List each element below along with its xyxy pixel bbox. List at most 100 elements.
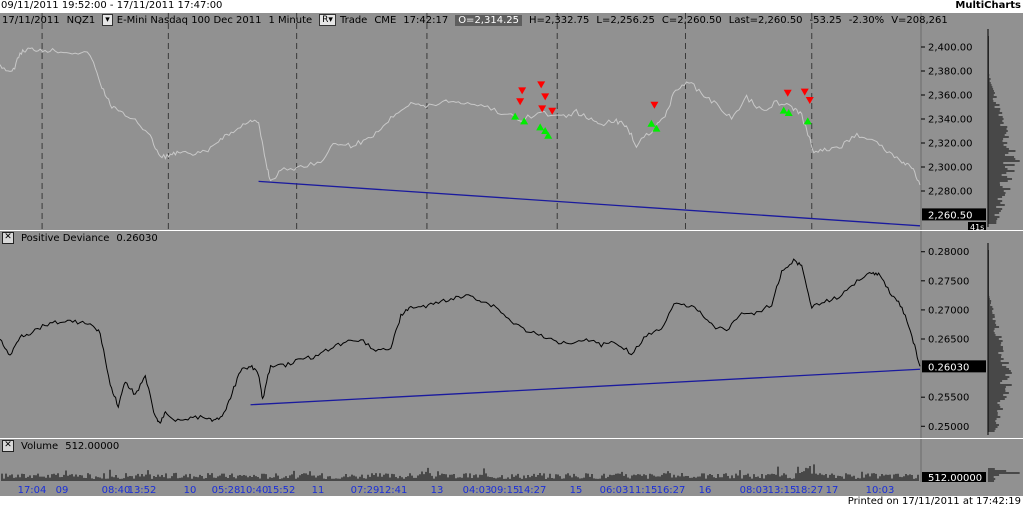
series-line (0, 258, 921, 424)
time-tick-label: 14:27 (518, 485, 547, 496)
time-tick-label: 18:27 (795, 485, 824, 496)
buy-signal-marker (536, 123, 545, 131)
date-range: 09/11/2011 19:52:00 - 17/11/2011 17:47:0… (1, 0, 223, 11)
time-tick-label: 10 (184, 485, 197, 496)
volume-value: 512.00000 (65, 440, 120, 452)
time-tick-label: 05:28 (212, 485, 241, 496)
header-interval: 1 Minute (268, 14, 313, 26)
time-tick-label: 08:03 (740, 485, 769, 496)
y-tick-label: 2,300.00 (928, 163, 973, 174)
buy-signal-marker (779, 106, 788, 114)
time-tick-label: 11 (312, 485, 325, 496)
time-tick-label: 04:03 (463, 485, 492, 496)
close-icon[interactable]: ✕ (2, 440, 14, 452)
header-last: Last=2,260.50 (728, 14, 803, 26)
volume-header: ✕ Volume 512.00000 (2, 440, 126, 452)
y-tick-label: 0.27000 (928, 305, 969, 316)
header-description: E-Mini Nasdaq 100 Dec 2011 (116, 14, 262, 26)
buy-signal-marker (541, 127, 550, 134)
deviance-value: 0.26030 (116, 232, 158, 244)
printed-footer: Printed on 17/11/2011 at 17:42:19 (847, 496, 1021, 507)
header-change: -53.25 (809, 14, 842, 26)
last-value-label: 512.00000 (928, 473, 982, 482)
header-change-pct: -2.30% (848, 14, 885, 26)
time-tick-label: 10:03 (866, 485, 895, 496)
price-pane[interactable]: 2,400.00 2,380.00 2,360.00 2,340.00 2,320.00… (0, 13, 1023, 230)
interval-menu-button[interactable]: R▾ (319, 14, 336, 26)
volume-name: Volume (21, 440, 59, 452)
time-tick-label: 12:41 (379, 485, 408, 496)
deviance-chart[interactable]: 0.28000 0.27500 0.27000 0.26500 0.25500 0.250… (0, 231, 1023, 438)
header-volume: V=208,261 (891, 14, 948, 26)
time-tick-label: 13:52 (128, 485, 157, 496)
time-tick-label: 15 (570, 485, 583, 496)
sell-signal-marker (516, 98, 525, 106)
header-time: 17:42:17 (403, 14, 449, 26)
last-value-label: 2,260.50 (928, 210, 973, 221)
buy-signal-marker (544, 131, 553, 139)
side-badge (968, 222, 986, 230)
sell-signal-marker (548, 107, 557, 115)
last-value-tag (922, 208, 986, 221)
buy-signal-marker (647, 119, 656, 127)
y-tick-label: 0.25000 (928, 422, 969, 433)
y-tick-label: 2,380.00 (928, 67, 973, 78)
trendline (258, 180, 921, 227)
y-tick-label: 0.26500 (928, 335, 969, 346)
y-tick-label: 2,340.00 (928, 115, 973, 126)
header-high: H=2,332.75 (528, 14, 590, 26)
pane-divider[interactable] (0, 230, 1023, 231)
buy-signal-marker (803, 117, 812, 125)
deviance-pane[interactable]: 0.28000 0.27500 0.27000 0.26500 0.25500 0.250… (0, 231, 1023, 438)
sell-signal-marker (783, 89, 792, 97)
time-tick-label: 13:15 (768, 485, 797, 496)
buy-signal-marker (520, 117, 529, 125)
time-tick-label: 16:27 (657, 485, 686, 496)
time-tick-label: 09:15 (491, 485, 520, 496)
y-tick-label: 2,280.00 (928, 187, 973, 198)
last-value-label: 0.26030 (928, 362, 969, 373)
y-tick-label: 2,360.00 (928, 91, 973, 102)
sell-signal-marker (537, 81, 546, 89)
header-open: O=2,314.25 (455, 14, 522, 26)
header-symbol: NQZ1 (66, 14, 96, 26)
sell-signal-marker (541, 93, 550, 101)
deviance-name: Positive Deviance (21, 232, 110, 244)
volume-chart[interactable]: 512.00000 (0, 439, 1023, 482)
last-value-tag (922, 360, 986, 373)
price-chart[interactable]: 2,400.00 2,380.00 2,360.00 2,340.00 2,320.00… (0, 13, 1023, 230)
time-tick-label: 11:15 (629, 485, 658, 496)
y-tick-label: 0.27500 (928, 276, 969, 287)
sell-signal-marker (800, 88, 809, 96)
last-value-tag (922, 472, 986, 482)
buy-signal-marker (652, 124, 661, 132)
header-exchange: CME (374, 14, 397, 26)
sell-signal-marker (518, 87, 527, 95)
buy-signal-marker (784, 109, 793, 116)
deviance-header: ✕ Positive Deviance 0.26030 (2, 232, 165, 244)
sell-signal-marker (538, 105, 547, 113)
trendline (250, 368, 921, 406)
y-tick-label: 2,320.00 (928, 139, 973, 150)
header-data-type: Trade (339, 14, 368, 26)
buy-signal-marker (511, 112, 520, 120)
sell-signal-marker (805, 97, 814, 104)
time-tick-label: 10:40 (240, 485, 269, 496)
time-tick-label: 17:04 (18, 485, 47, 496)
volume-pane[interactable]: 512.00000 ✕ Volume 512.00000 (0, 439, 1023, 482)
pane-divider[interactable] (0, 438, 1023, 439)
y-tick-label: 0.28000 (928, 247, 969, 258)
time-axis[interactable]: 17:04 09 08:40 13:52 10 05:28 10:40 15:52 11 07:2… (0, 482, 1023, 496)
time-tick-label: 08:40 (102, 485, 131, 496)
brand-label: MultiCharts (955, 0, 1021, 11)
time-tick-label: 07:29 (351, 485, 380, 496)
time-tick-label: 09 (56, 485, 69, 496)
series-line (0, 47, 921, 186)
header-close: C=2,260.50 (661, 14, 722, 26)
symbol-menu-button[interactable]: ▾ (102, 14, 113, 26)
time-tick-label: 13 (431, 485, 444, 496)
price-header: 17/11/2011 NQZ1 ▾ E-Mini Nasdaq 100 Dec … (2, 14, 955, 26)
close-icon[interactable]: ✕ (2, 232, 14, 244)
y-tick-label: 2,400.00 (928, 43, 973, 54)
